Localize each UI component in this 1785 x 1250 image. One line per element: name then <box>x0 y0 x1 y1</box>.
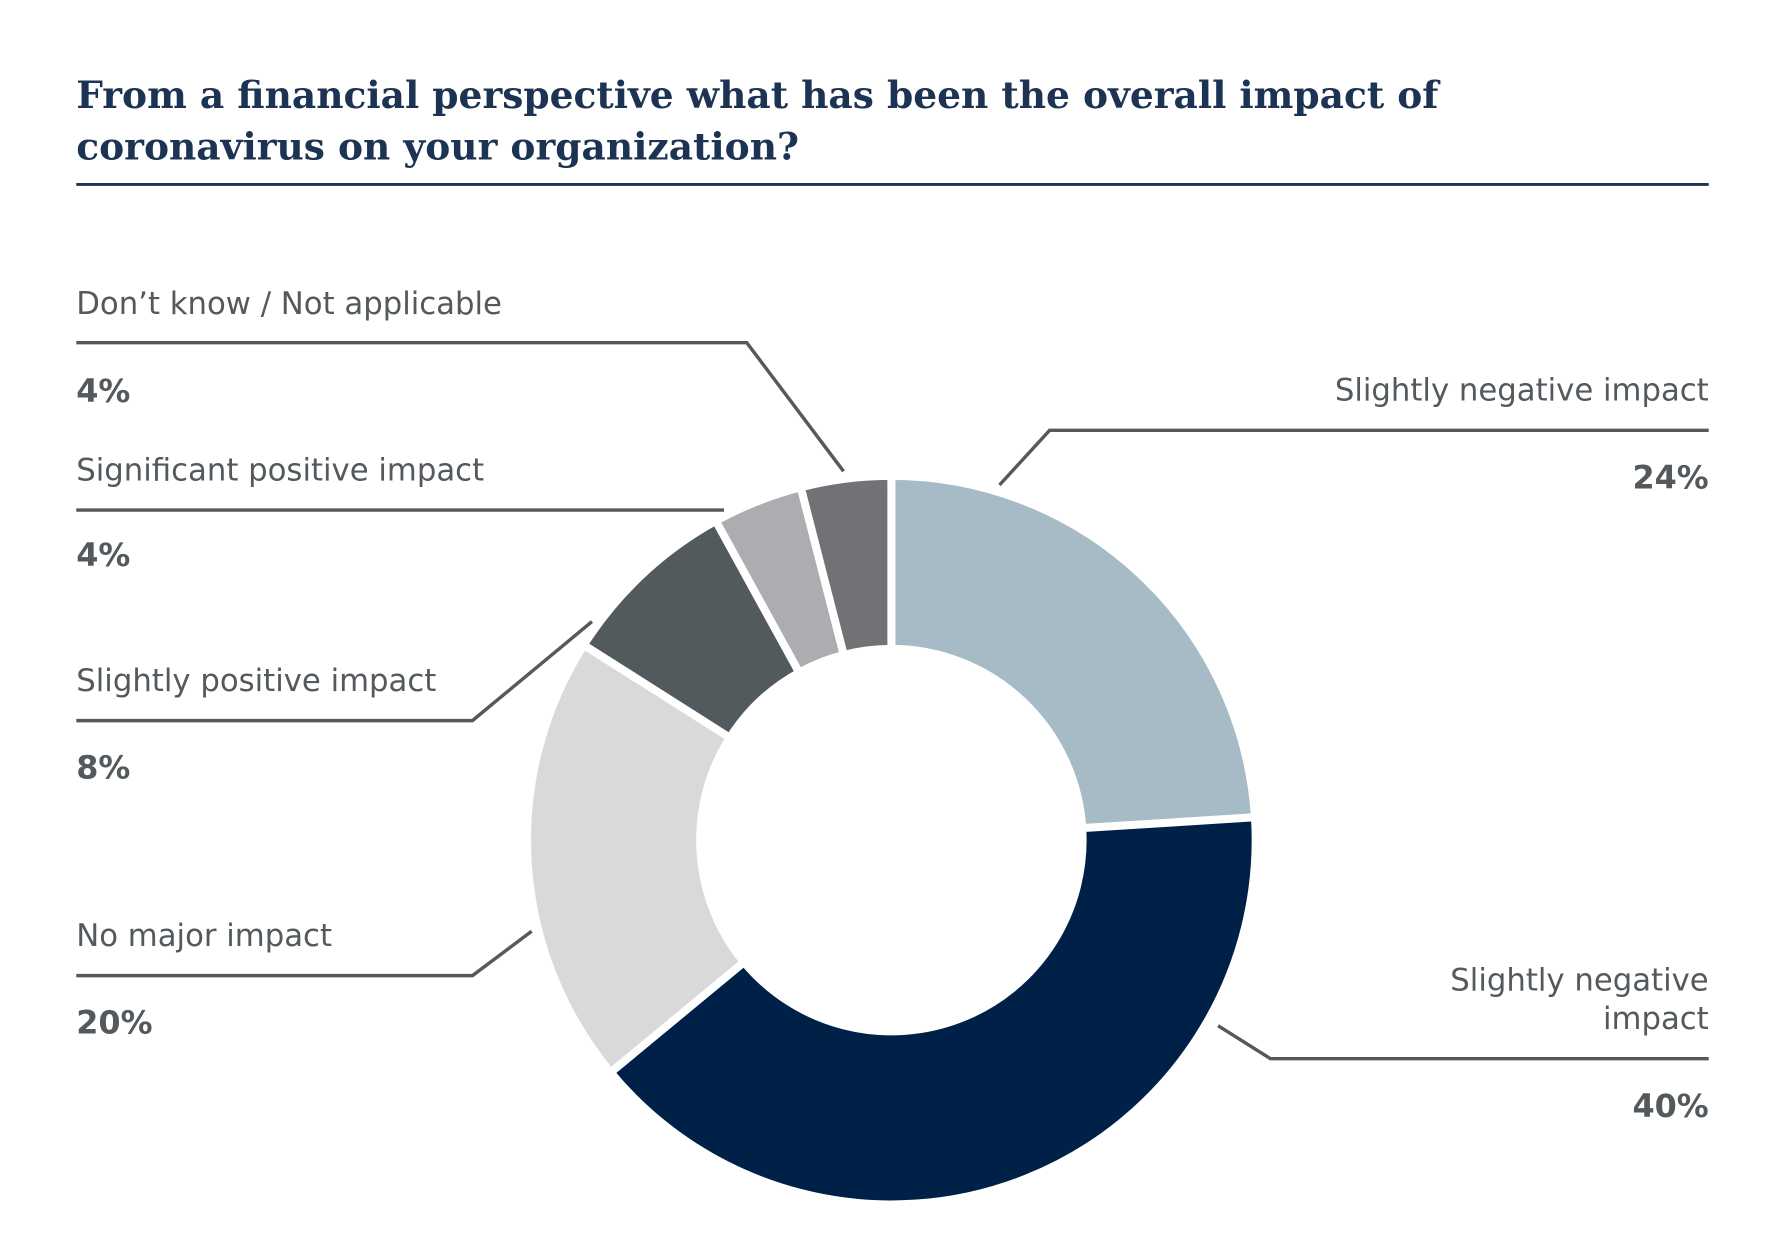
leader-line-slightly-negative-24 <box>998 428 1709 487</box>
chart-title-line-2: coronavirus on your organization? <box>76 124 799 168</box>
donut-slice-0 <box>887 471 1260 833</box>
label-significant-positive: Significant positive impact <box>76 452 484 488</box>
label-slightly-negative-40-line-2: impact <box>1603 1001 1709 1037</box>
leader-line-slightly-negative-40 <box>1217 1024 1709 1061</box>
donut-slice-1 <box>605 813 1260 1209</box>
donut-slices <box>523 471 1260 1209</box>
leader-line-no-major <box>76 929 533 978</box>
value-label-no-major: 20% <box>76 1004 152 1042</box>
label-slightly-negative-24: Slightly negative impact <box>1335 373 1709 409</box>
value-label-significant-positive: 4% <box>76 536 130 574</box>
value-label-slightly-positive: 8% <box>76 749 130 787</box>
leader-line-slightly-positive <box>76 620 594 723</box>
donut-slice-2 <box>523 639 750 1078</box>
label-slightly-negative-40-line-1: Slightly negative <box>1450 962 1708 998</box>
label-no-major: No major impact <box>76 918 332 954</box>
chart-title-line-1: From a financial perspective what has be… <box>76 73 1441 117</box>
value-label-dont-know: 4% <box>76 372 130 410</box>
donut-slice-5 <box>795 471 896 660</box>
label-slightly-positive: Slightly positive impact <box>76 663 436 699</box>
leader-line-dont-know <box>76 340 845 473</box>
label-dont-know: Don’t know / Not applicable <box>76 286 502 322</box>
value-label-slightly-negative-40: 40% <box>1632 1087 1708 1125</box>
value-label-slightly-negative-24: 24% <box>1632 458 1708 496</box>
